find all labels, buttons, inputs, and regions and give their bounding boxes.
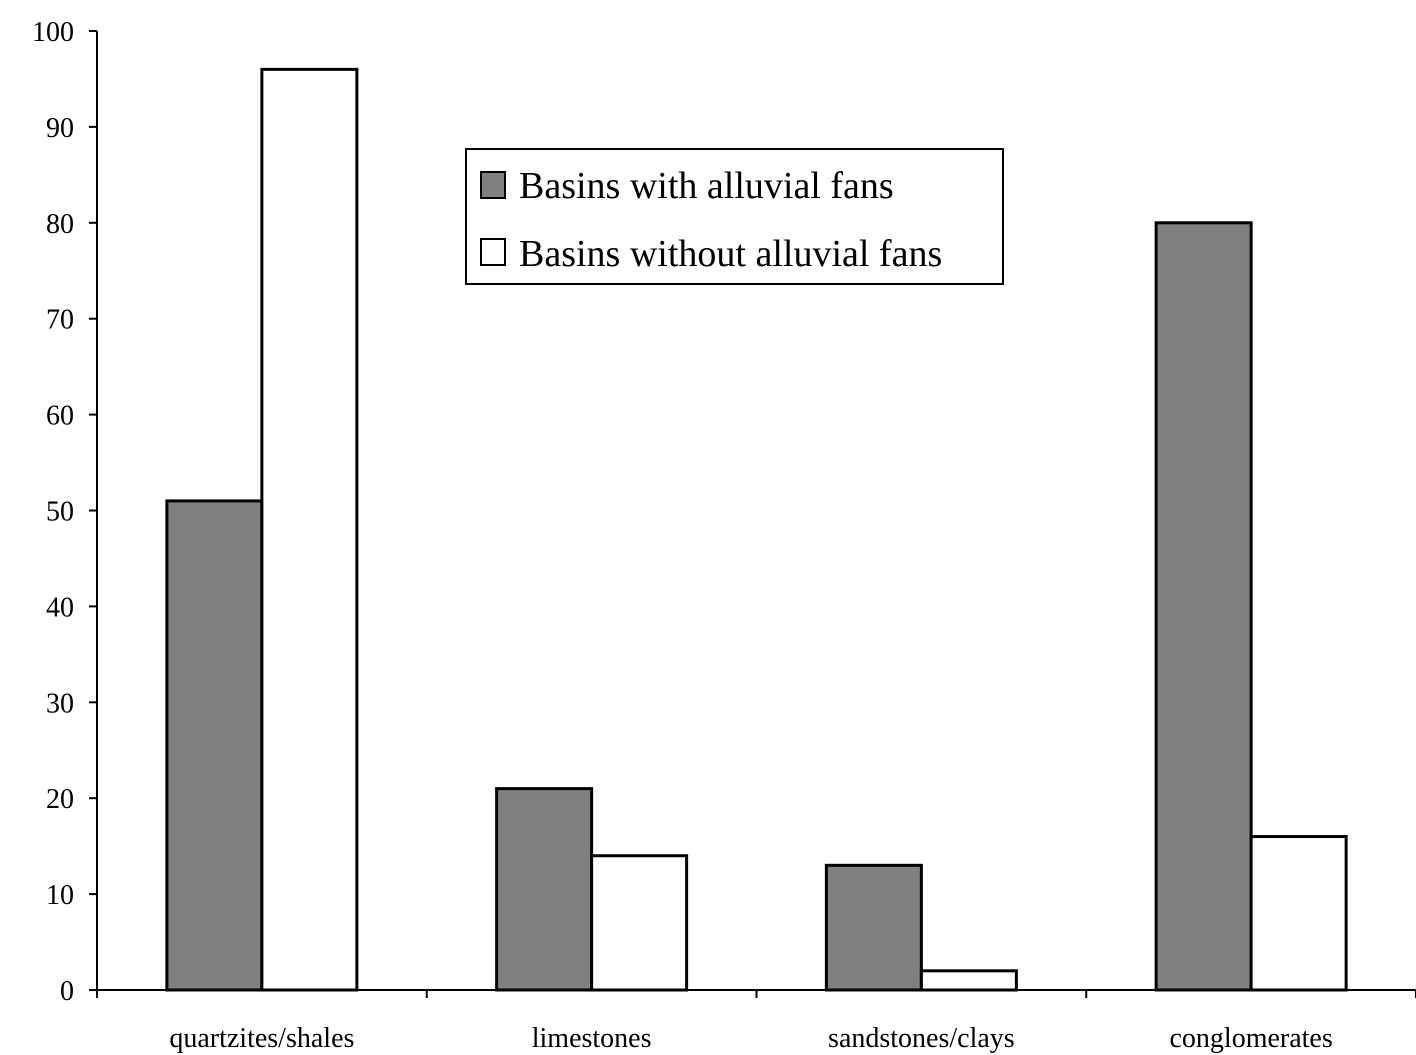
legend-box: [465, 148, 1004, 285]
y-tick-label: 60: [46, 401, 74, 432]
y-axis: 0 10 20 30 40 50 60 70 80 90 100: [32, 17, 98, 1007]
y-tick-label: 20: [46, 784, 74, 815]
legend-label-without-fans: Basins without alluvial fans: [519, 233, 942, 275]
bar-with-fans: [165, 499, 264, 992]
y-tick-label: 40: [46, 592, 74, 623]
bar-with-fans: [824, 863, 923, 992]
y-tick-label: 70: [46, 305, 74, 336]
legend-swatch-without-fans: [480, 238, 506, 266]
bar-without-fans: [919, 969, 1018, 992]
bar-without-fans: [590, 854, 689, 992]
x-tick-label: limestones: [532, 1023, 652, 1054]
legend: Basins with alluvial fans Basins without…: [465, 148, 1004, 285]
y-tick-label: 50: [46, 497, 74, 528]
bar-with-fans: [495, 787, 594, 992]
y-tick-label: 30: [46, 688, 74, 719]
bar-with-fans: [1154, 221, 1253, 992]
y-tick-label: 10: [46, 880, 74, 911]
y-tick-label: 0: [60, 976, 74, 1007]
y-tick-label: 90: [46, 113, 74, 144]
bar-without-fans: [260, 67, 359, 992]
bars: [165, 67, 1348, 992]
bar-without-fans: [1249, 835, 1348, 992]
y-tick-label: 80: [46, 209, 74, 240]
legend-swatch-with-fans: [480, 171, 506, 199]
y-tick-label: 100: [32, 17, 74, 48]
x-tick-label: quartzites/shales: [169, 1023, 354, 1054]
x-tick-label: conglomerates: [1169, 1023, 1332, 1054]
x-axis: quartzites/shales limestones sandstones/cl…: [96, 989, 1416, 1054]
legend-label-with-fans: Basins with alluvial fans: [519, 165, 894, 207]
x-tick-label: sandstones/clays: [828, 1023, 1015, 1054]
